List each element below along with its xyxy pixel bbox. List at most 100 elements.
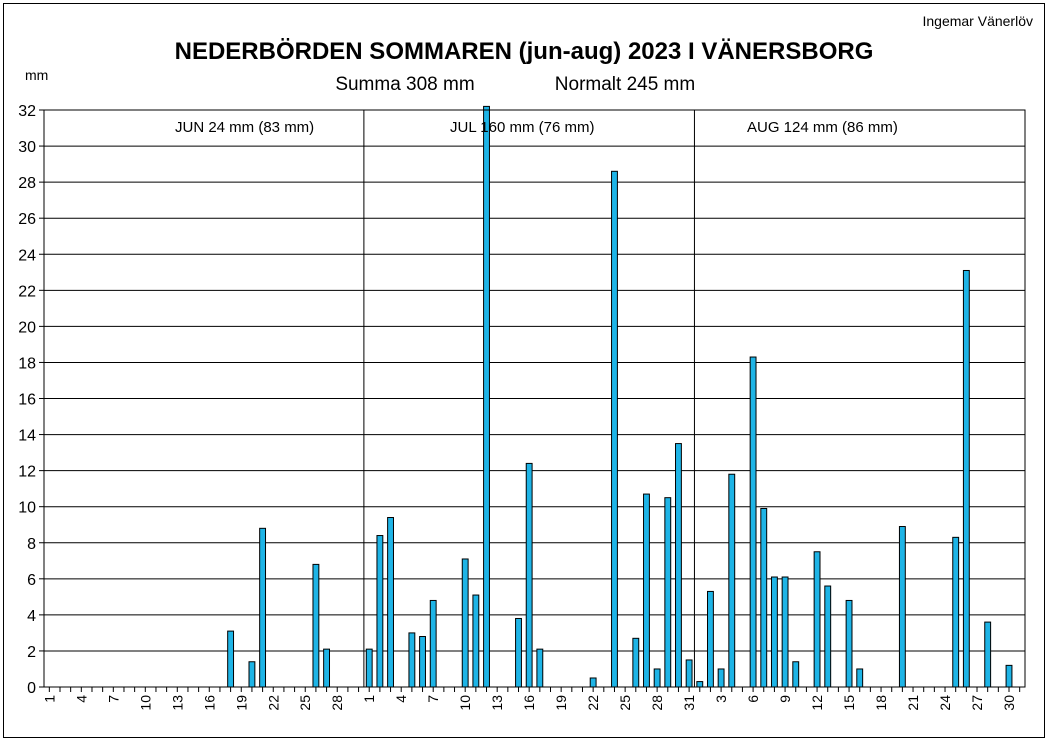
subtitle-normal: Normalt 245 mm [555,74,695,95]
y-tick-label: 12 [18,464,36,481]
bar-jul-6 [419,636,426,688]
x-tick-label: 7 [425,695,441,703]
bar-jul-2 [376,535,384,688]
x-tick-label: 1 [361,695,377,703]
x-tick-label: 31 [681,695,697,711]
x-tick-label: 28 [329,695,345,711]
y-tick-label: 4 [27,608,36,625]
y-tick-label: 6 [27,572,36,589]
bar-aug-26 [962,269,970,688]
bar-jul-15 [515,617,522,688]
bar-aug-28 [984,621,992,688]
bar-aug-15 [845,599,853,688]
subtitle-sum: Summa 308 mm [335,74,474,95]
bar-jul-26 [632,637,640,688]
x-tick-label: 4 [393,695,409,703]
bar-jul-30 [675,443,682,688]
x-tick-label: 10 [457,695,473,711]
bar-aug-2 [707,590,714,688]
bar-jun-27 [323,648,331,688]
bar-jul-10 [461,558,469,688]
x-tick-label: 22 [585,695,601,711]
bar-aug-12 [813,551,821,688]
bar-jul-5 [408,632,416,688]
x-tick-label: 30 [1001,695,1017,711]
chart-frame [3,3,1045,738]
x-tick-label: 19 [233,695,249,711]
x-tick-label: 25 [617,695,633,711]
x-tick-label: 15 [841,695,857,711]
bar-jul-17 [536,648,544,688]
bar-aug-3 [717,668,725,688]
y-tick-label: 32 [18,103,36,120]
x-tick-label: 16 [521,695,537,711]
x-tick-label: 16 [201,695,217,711]
chart-title: NEDERBÖRDEN SOMMAREN (jun-aug) 2023 I VÄ… [175,38,874,65]
bars [227,105,1013,688]
bar-aug-13 [824,585,832,688]
bar-jun-20 [248,661,256,688]
bar-aug-9 [781,576,789,688]
y-axis-unit: mm [25,67,48,83]
x-tick-label: 27 [969,695,985,711]
bar-aug-10 [792,661,800,688]
x-tick-label: 21 [905,695,921,711]
bar-aug-25 [952,536,960,688]
y-tick-label: 28 [18,175,36,192]
x-tick-label: 19 [553,695,569,711]
bar-jun-21 [259,527,267,688]
bar-jul-31 [685,659,693,688]
author-label: Ingemar Vänerlöv [922,13,1033,29]
y-tick-label: 16 [18,392,36,409]
bar-aug-30 [1005,664,1013,688]
y-tick-label: 24 [18,247,36,264]
bar-aug-8 [770,576,778,688]
y-tick-label: 22 [18,283,36,300]
x-tick-label: 3 [713,695,729,703]
x-tick-label: 12 [809,695,825,711]
month-annotation: AUG 124 mm (86 mm) [747,119,898,136]
y-tick-label: 8 [27,536,36,553]
y-tick-label: 0 [27,680,36,697]
y-tick-label: 2 [27,644,36,661]
x-tick-label: 24 [937,695,953,711]
x-tick-label: 18 [873,695,889,711]
x-tick-label: 13 [489,695,505,711]
bar-jul-7 [429,599,437,688]
bar-jul-3 [387,517,394,688]
bar-aug-6 [749,356,757,688]
x-tick-label: 13 [169,695,185,711]
bar-aug-16 [856,668,864,688]
bar-jul-24 [611,170,618,688]
x-tick-label: 22 [265,695,281,711]
x-tick-label: 7 [105,695,121,703]
bar-jul-11 [472,594,480,688]
bar-jun-18 [227,630,235,688]
gridlines [44,109,1025,687]
month-annotation: JUN 24 mm (83 mm) [175,119,314,136]
x-tick-label: 25 [297,695,313,711]
bar-jul-28 [653,668,661,688]
month-annotation: JUL 160 mm (76 mm) [450,119,594,136]
x-tick-label: 6 [745,695,761,703]
y-tick-label: 14 [18,428,36,445]
x-tick-label: 1 [41,695,57,703]
bar-aug-1 [696,681,704,688]
bar-jul-22 [589,677,597,688]
bar-aug-20 [898,526,906,688]
bar-jul-29 [664,497,672,688]
x-tick-label: 4 [73,695,89,703]
y-tick-label: 10 [18,500,36,517]
bar-jul-16 [525,462,533,688]
bar-aug-7 [760,507,768,688]
bar-jul-1 [365,648,373,688]
x-tick-label: 28 [649,695,665,711]
y-tick-label: 18 [18,355,36,372]
bar-jul-27 [643,493,650,688]
x-tick-label: 9 [777,695,793,703]
y-tick-label: 20 [18,319,36,336]
x-tick-label: 10 [137,695,153,711]
bar-jul-12 [483,105,490,688]
